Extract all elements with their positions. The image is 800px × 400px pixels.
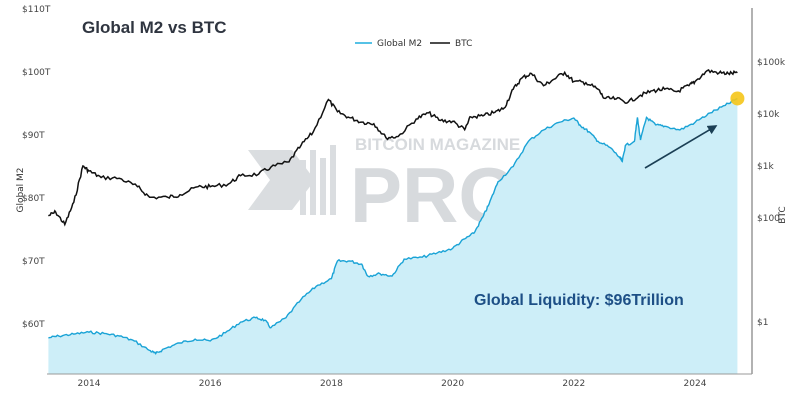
x-tick-label: 2020 [441, 379, 464, 389]
right-tick-label: $100k [757, 58, 786, 68]
x-axis-ticks: 2014 2016 2018 2020 2022 2024 [78, 379, 707, 389]
chart-title: Global M2 vs BTC [82, 18, 227, 37]
latest-value-highlight [730, 91, 745, 106]
left-axis-label: Global M2 [16, 167, 26, 212]
right-y-axis-ticks: $1 $100 $1k $10k $100k [757, 58, 786, 328]
watermark: BITCOIN MAGAZINE PRO [248, 135, 520, 239]
right-tick-label: $1k [757, 162, 774, 172]
left-tick-label: $90T [22, 131, 45, 141]
btc-line [48, 69, 738, 227]
x-tick-label: 2024 [684, 379, 707, 389]
x-tick-label: 2022 [562, 379, 585, 389]
right-tick-label: $10k [757, 110, 780, 120]
watermark-logo-bars [248, 145, 336, 215]
left-tick-label: $110T [22, 5, 51, 15]
x-tick-label: 2018 [320, 379, 343, 389]
liquidity-annotation: Global Liquidity: $96Trillion [474, 292, 684, 309]
watermark-magazine-text: BITCOIN MAGAZINE [355, 135, 520, 154]
legend-m2-label: Global M2 [377, 39, 422, 49]
m2-line [48, 97, 738, 355]
legend-btc-label: BTC [455, 39, 472, 49]
right-tick-label: $100 [757, 214, 780, 224]
legend: Global M2 BTC [355, 39, 472, 49]
left-tick-label: $60T [22, 320, 45, 330]
trend-arrow [644, 125, 718, 169]
left-y-axis-ticks: $60T $70T $80T $90T $100T $110T [22, 5, 51, 330]
left-tick-label: $80T [22, 194, 45, 204]
left-tick-label: $70T [22, 257, 45, 267]
x-tick-label: 2014 [78, 379, 101, 389]
left-tick-label: $100T [22, 68, 51, 78]
x-tick-label: 2016 [199, 379, 222, 389]
m2-area-fill [48, 98, 738, 374]
right-axis-label: BTC [778, 206, 788, 223]
right-tick-label: $1 [757, 318, 768, 328]
